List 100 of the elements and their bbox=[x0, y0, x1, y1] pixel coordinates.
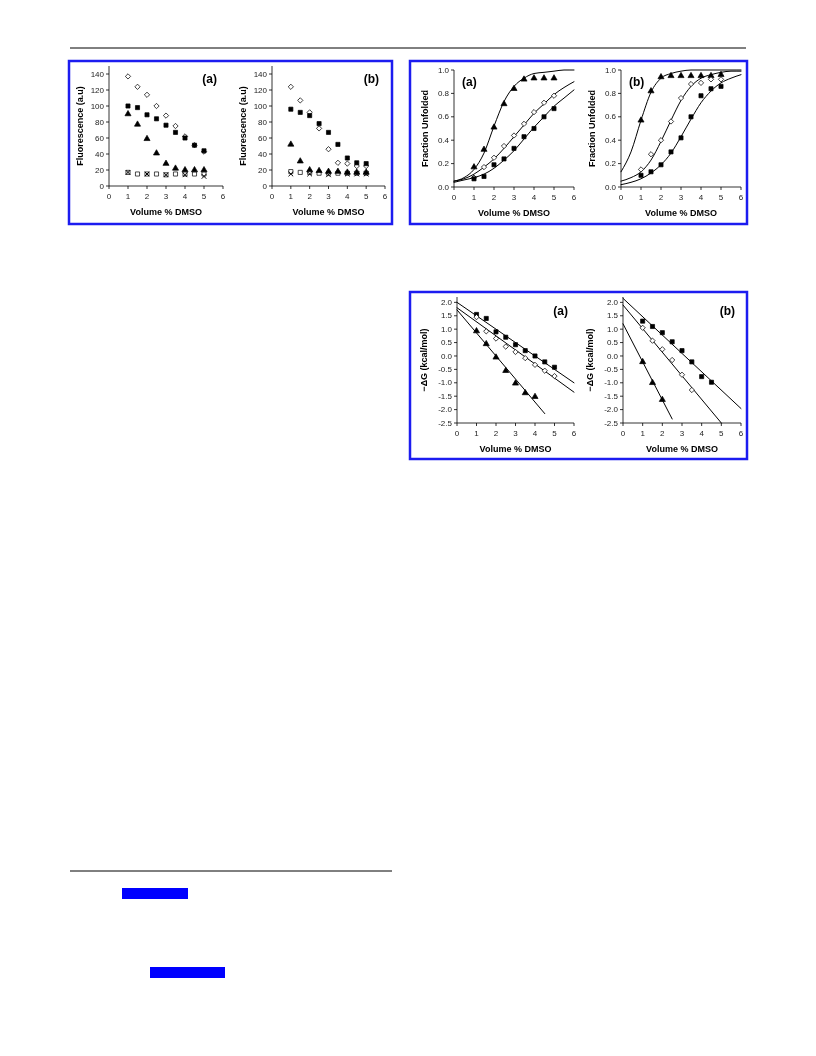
x-tick-label: 0 bbox=[454, 429, 460, 438]
y-tick-label: 1.0 bbox=[606, 324, 619, 334]
y-tick-label: -2.5 bbox=[438, 418, 453, 428]
x-tick-label: 1 bbox=[471, 193, 477, 202]
x-axis-title: Volume % DMSO bbox=[645, 208, 717, 218]
x-tick-label: 3 bbox=[163, 192, 169, 201]
y-tick-label: 2.0 bbox=[606, 298, 619, 307]
x-tick-label: 1 bbox=[638, 193, 644, 202]
x-tick-label: 6 bbox=[738, 429, 744, 438]
y-tick-label: -1.0 bbox=[604, 378, 619, 388]
y-tick-label: -2.5 bbox=[604, 418, 619, 428]
y-tick-label: -0.5 bbox=[438, 365, 453, 375]
y-tick-label: 140 bbox=[90, 69, 105, 79]
y-tick-label: 60 bbox=[258, 133, 268, 143]
x-tick-label: 3 bbox=[511, 193, 517, 202]
y-tick-label: 0.4 bbox=[437, 135, 450, 145]
y-tick-label: -2.0 bbox=[604, 405, 619, 415]
x-tick-label: 2 bbox=[658, 193, 664, 202]
text: (b) bbox=[719, 303, 735, 318]
y-tick-label: 1.0 bbox=[437, 65, 450, 75]
y-tick-label: 80 bbox=[95, 117, 105, 127]
x-tick-label: 3 bbox=[678, 193, 684, 202]
x-tick-label: 1 bbox=[640, 429, 646, 438]
y-tick-label: 140 bbox=[253, 69, 268, 79]
y-tick-label: 0.0 bbox=[606, 351, 619, 361]
text: (a) bbox=[553, 303, 568, 318]
x-tick-label: 0 bbox=[269, 192, 275, 201]
y-tick-label: 0.0 bbox=[437, 182, 450, 192]
x-tick-label: 5 bbox=[552, 429, 558, 438]
x-tick-label: 6 bbox=[220, 192, 226, 201]
y-axis-title: −ΔG (kcal/mol) bbox=[584, 328, 595, 392]
y-axis-title: Fraction Unfolded bbox=[420, 90, 431, 167]
y-tick-label: -2.0 bbox=[438, 405, 453, 415]
x-tick-label: 4 bbox=[699, 429, 705, 438]
x-tick-label: 2 bbox=[307, 192, 313, 201]
y-tick-label: 0.6 bbox=[604, 112, 617, 122]
x-tick-label: 6 bbox=[738, 193, 744, 202]
y-tick-label: 120 bbox=[253, 85, 268, 95]
x-tick-label: 2 bbox=[493, 429, 499, 438]
x-tick-label: 5 bbox=[363, 192, 369, 201]
y-tick-label: 0.5 bbox=[440, 338, 453, 348]
y-tick-label: 40 bbox=[95, 149, 105, 159]
x-tick-label: 4 bbox=[698, 193, 704, 202]
x-tick-label: 3 bbox=[513, 429, 519, 438]
x-axis-title: Volume % DMSO bbox=[479, 444, 552, 454]
y-tick-label: -1.5 bbox=[438, 391, 453, 401]
x-tick-label: 3 bbox=[326, 192, 332, 201]
y-tick-label: 0.6 bbox=[437, 112, 450, 122]
x-axis-title: Volume % DMSO bbox=[130, 207, 202, 217]
x-tick-label: 0 bbox=[620, 429, 626, 438]
x-axis-title: Volume % DMSO bbox=[292, 207, 365, 217]
y-tick-label: -1.5 bbox=[604, 391, 619, 401]
y-tick-label: 0.4 bbox=[604, 135, 617, 145]
x-tick-label: 5 bbox=[718, 193, 724, 202]
y-tick-label: 0.8 bbox=[437, 89, 450, 99]
y-tick-label: 40 bbox=[258, 149, 268, 159]
x-tick-label: 2 bbox=[491, 193, 497, 202]
x-tick-label: 0 bbox=[106, 192, 112, 201]
x-axis-title: Volume % DMSO bbox=[646, 444, 718, 454]
y-tick-label: -0.5 bbox=[604, 365, 619, 375]
text: (a) bbox=[202, 71, 217, 86]
y-axis-title: −ΔG (kcal/mol) bbox=[418, 328, 429, 392]
x-tick-label: 2 bbox=[144, 192, 150, 201]
y-tick-label: 0.5 bbox=[606, 338, 619, 348]
y-axis-title: Fluorescence (a.u) bbox=[75, 86, 86, 166]
x-tick-label: 4 bbox=[532, 429, 538, 438]
x-tick-label: 4 bbox=[182, 192, 188, 201]
x-tick-label: 5 bbox=[719, 429, 725, 438]
x-tick-label: 1 bbox=[288, 192, 294, 201]
x-tick-label: 6 bbox=[571, 429, 577, 438]
y-tick-label: 20 bbox=[95, 165, 105, 175]
y-tick-label: 0.2 bbox=[604, 159, 617, 169]
text: (b) bbox=[629, 75, 645, 90]
y-tick-label: 100 bbox=[253, 101, 268, 111]
x-tick-label: 1 bbox=[474, 429, 480, 438]
x-tick-label: 5 bbox=[201, 192, 207, 201]
x-tick-label: 1 bbox=[125, 192, 131, 201]
y-tick-label: 0.2 bbox=[437, 159, 450, 169]
x-tick-label: 2 bbox=[660, 429, 666, 438]
y-tick-label: 0 bbox=[99, 181, 105, 191]
y-tick-label: 20 bbox=[258, 165, 268, 175]
y-tick-label: 80 bbox=[258, 117, 268, 127]
y-tick-label: -1.0 bbox=[438, 378, 453, 388]
y-tick-label: 120 bbox=[90, 85, 105, 95]
y-tick-label: 1.0 bbox=[440, 324, 453, 334]
x-axis-title: Volume % DMSO bbox=[478, 208, 550, 218]
x-tick-label: 5 bbox=[551, 193, 557, 202]
y-axis-title: Fraction Unfolded bbox=[587, 90, 598, 167]
text: (b) bbox=[363, 71, 379, 86]
y-tick-label: 0.0 bbox=[604, 182, 617, 192]
x-tick-label: 6 bbox=[571, 193, 577, 202]
x-tick-label: 6 bbox=[382, 192, 388, 201]
y-tick-label: 60 bbox=[95, 133, 105, 143]
y-tick-label: 1.5 bbox=[606, 311, 619, 321]
text: (a) bbox=[462, 75, 477, 90]
x-tick-label: 4 bbox=[345, 192, 351, 201]
y-tick-label: 0 bbox=[262, 181, 268, 191]
y-tick-label: 0.0 bbox=[440, 351, 453, 361]
y-tick-label: 0.8 bbox=[604, 89, 617, 99]
x-tick-label: 4 bbox=[531, 193, 537, 202]
